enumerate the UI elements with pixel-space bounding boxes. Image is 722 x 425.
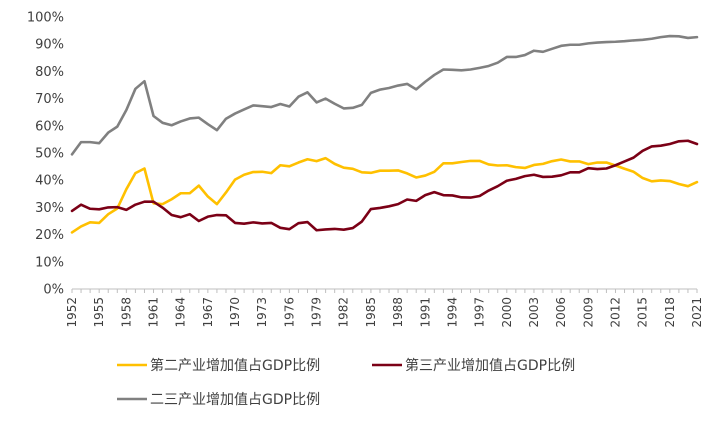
x-axis: 1952 1955 1958 1961 1964 1967 1970 1973 1976 1979… xyxy=(65,288,704,328)
x-tick-label: 2006 xyxy=(554,297,568,328)
y-tick-label: 0% xyxy=(43,283,64,298)
x-tick-label: 2021 xyxy=(690,297,704,328)
y-tick-label: 100% xyxy=(27,11,64,26)
y-tick-label: 70% xyxy=(35,92,64,107)
y-tick-label: 10% xyxy=(35,255,64,270)
x-tick-label: 1982 xyxy=(337,297,351,328)
legend-label-0: 第二产业增加值占GDP比例 xyxy=(150,357,320,374)
y-tick-label: 20% xyxy=(35,228,64,243)
x-tick-label: 1961 xyxy=(147,297,161,328)
x-tick-label: 1979 xyxy=(310,297,324,328)
y-tick-label: 50% xyxy=(35,147,64,162)
x-tick-label: 2003 xyxy=(527,297,541,328)
y-axis: 0% 10% 20% 30% 40% 50% 60% 70% 80% 90% 100% xyxy=(27,11,64,298)
x-tick-label: 1976 xyxy=(282,297,296,328)
x-tick-label: 1952 xyxy=(65,297,79,328)
x-tick-label: 1985 xyxy=(364,297,378,328)
x-tick-label: 1988 xyxy=(391,297,405,328)
series-line-2 xyxy=(70,34,699,156)
x-tick-label: 1955 xyxy=(92,297,106,328)
x-tick-label: 1970 xyxy=(228,297,242,328)
x-tick-label: 1994 xyxy=(445,297,459,328)
series-layer xyxy=(70,34,699,234)
x-tick-label: 1973 xyxy=(255,297,269,328)
legend-label-2: 二三产业增加值占GDP比例 xyxy=(150,392,320,408)
x-tick-label: 1958 xyxy=(119,297,133,328)
x-tick-label: 1964 xyxy=(174,297,188,328)
x-tick-label: 1991 xyxy=(418,297,432,328)
series-line-0 xyxy=(70,156,699,234)
x-tick-label: 2012 xyxy=(608,297,622,328)
series-line-1 xyxy=(70,139,699,232)
x-tick-label: 1997 xyxy=(473,297,487,328)
y-tick-label: 90% xyxy=(35,38,64,53)
legend-label-1: 第三产业增加值占GDP比例 xyxy=(405,357,575,374)
y-tick-label: 80% xyxy=(35,65,64,80)
y-tick-label: 30% xyxy=(35,201,64,216)
x-tick-label: 2000 xyxy=(500,297,514,328)
y-tick-label: 40% xyxy=(35,174,64,189)
y-tick-label: 60% xyxy=(35,119,64,134)
x-tick-label: 1967 xyxy=(201,297,215,328)
x-tick-label: 2015 xyxy=(636,297,650,328)
x-tick-label: 2018 xyxy=(663,297,677,328)
x-tick-label: 2009 xyxy=(581,297,595,328)
